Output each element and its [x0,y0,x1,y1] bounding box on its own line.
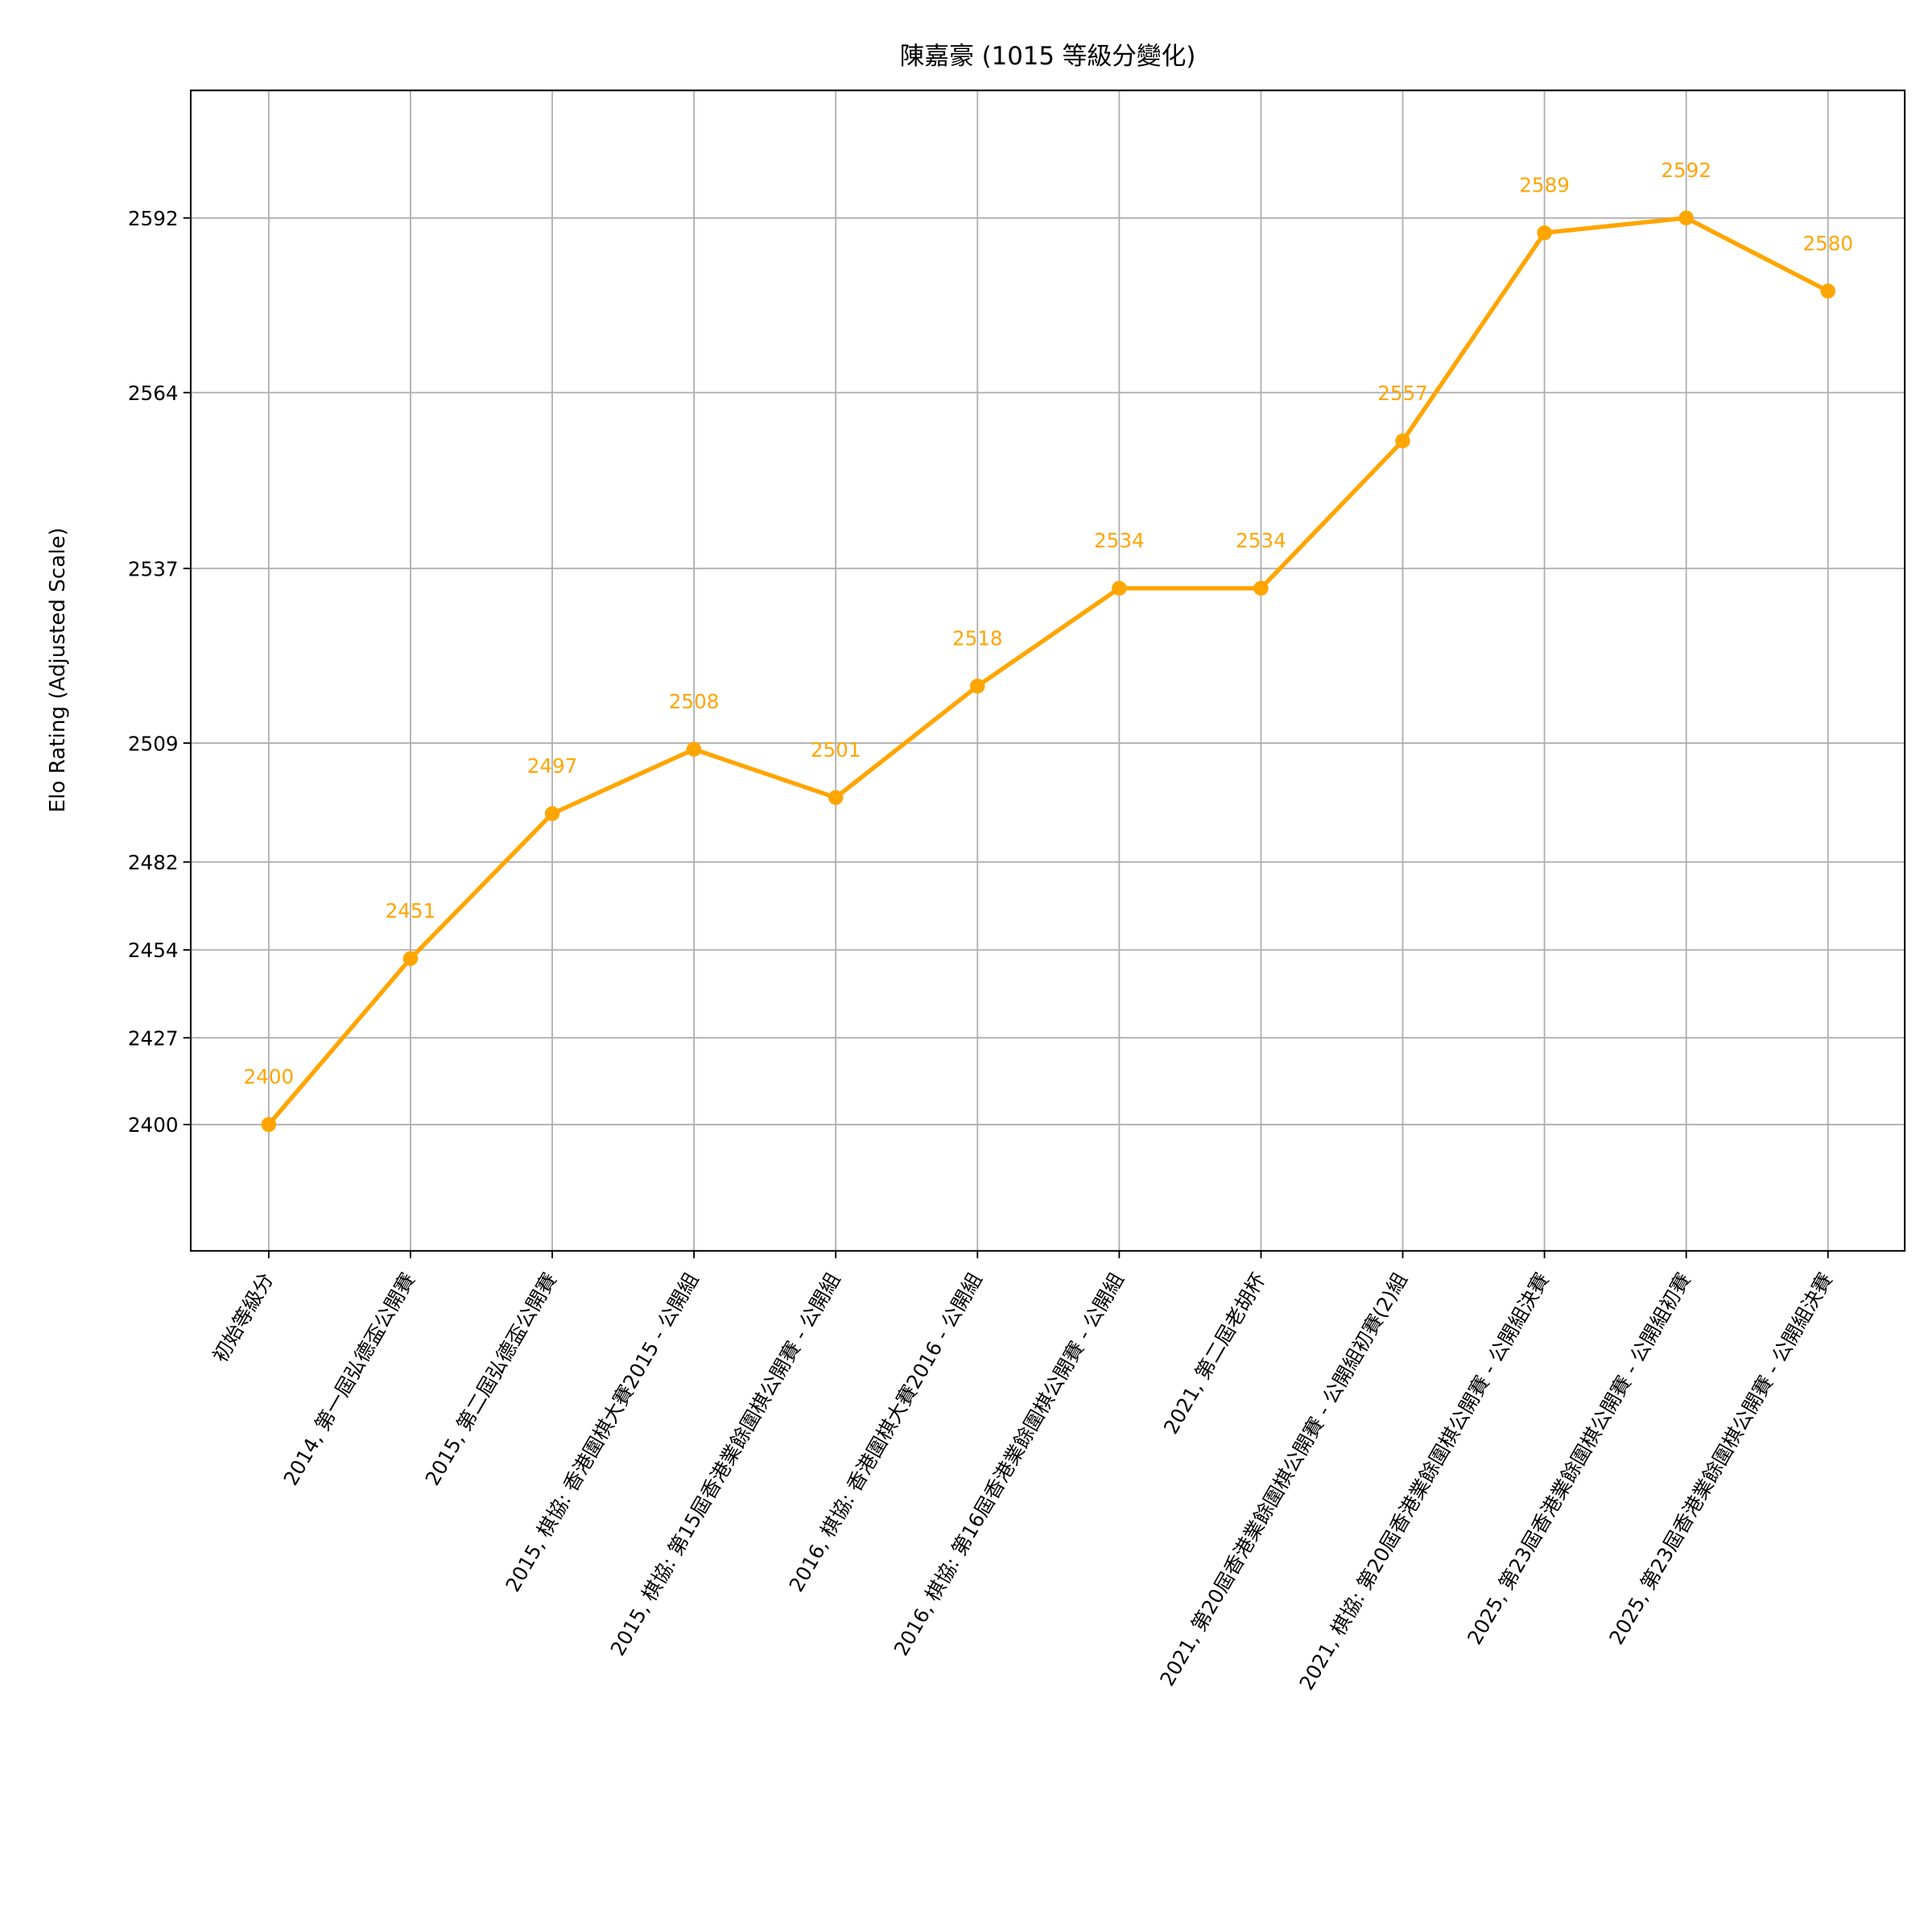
data-label: 2451 [386,899,436,923]
x-tick-label: 2015, 棋協: 第15屆香港業餘圍棋公開賽 - 公開組 [605,1269,844,1660]
data-label: 2534 [1236,529,1286,552]
y-tick-label: 2482 [128,851,179,874]
data-label: 2501 [811,738,861,762]
data-point [402,951,419,966]
data-label: 2589 [1519,173,1570,196]
y-tick-label: 2564 [128,382,179,405]
data-point [544,806,560,821]
data-point [1395,433,1410,448]
series-line [266,216,1830,1126]
data-point [1678,210,1694,225]
data-point [686,741,702,757]
x-tick-label: 2016, 棋協: 第16屆香港業餘圍棋公開賽 - 公開組 [890,1269,1129,1660]
data-label: 2592 [1661,159,1711,182]
x-tick-label: 初始等級分 [208,1269,279,1366]
plot-frame [189,89,1906,1252]
data-point [1112,580,1127,596]
x-tick-label: 2015, 第二屆弘德盃公開賽 [420,1269,561,1489]
y-axis-label: Elo Rating (Adjusted Scale) [46,527,70,812]
data-point [1253,580,1269,596]
y-tick-label: 2592 [128,207,179,230]
y-tick-label: 2509 [128,732,179,755]
grid-lines [190,90,1905,1251]
x-tick-label: 2021, 棋協: 第20屆香港業餘圍棋公開賽 - 公開組決賽 [1294,1269,1554,1694]
data-point [1537,225,1552,241]
x-tick-label: 2025, 第23屆香港業餘圍棋公開賽 - 公開組決賽 [1604,1269,1837,1649]
data-label: 2497 [527,754,578,778]
y-tick-label: 2427 [128,1026,179,1050]
x-tick-label: 2014, 第一屆弘德盃公開賽 [279,1269,419,1489]
data-point [261,1117,277,1133]
series-rating: 2400 2451 2497 2508 2501 2518 2534 2534 2557 2589… [244,159,1853,1133]
data-label: 2400 [244,1065,295,1088]
y-ticks: 2400 2427 2454 2482 2509 2537 2564 2592 [128,207,191,1137]
data-label: 2534 [1094,529,1145,552]
x-ticks: 初始等級分 2014, 第一屆弘德盃公開賽 2015, 第二屆弘德盃公開賽 2015,… [208,1250,1837,1694]
data-point [828,790,844,805]
chart-title: 陳嘉豪 (1015 等級分變化) [900,42,1196,71]
data-point [1820,283,1835,299]
y-tick-label: 2454 [128,939,179,962]
y-tick-label: 2537 [128,557,179,580]
x-tick-label: 2025, 第23屆香港業餘圍棋公開賽 - 公開組初賽 [1463,1269,1695,1649]
data-point [970,679,985,694]
x-tick-label: 2021, 第20屆香港業餘圍棋公開賽 - 公開組初賽(2)組 [1155,1269,1412,1690]
data-label: 2518 [952,627,1003,650]
x-tick-label: 2021, 第二屆老胡杯 [1159,1269,1270,1438]
data-label: 2580 [1802,232,1853,255]
data-label: 2557 [1377,382,1428,405]
y-tick-label: 2400 [128,1113,179,1137]
data-label: 2508 [669,690,720,713]
